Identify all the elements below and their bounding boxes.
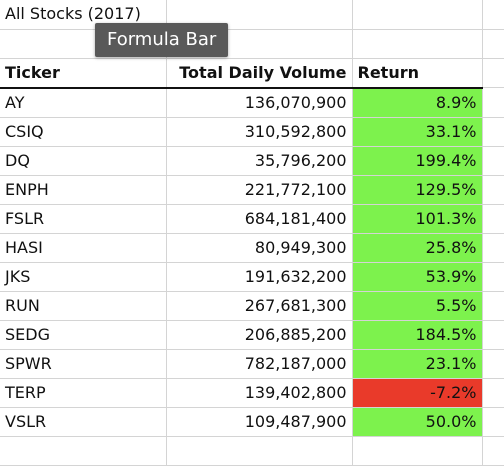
table-row: HASI 80,949,300 25.8% [0,233,504,263]
volume-cell[interactable]: 221,772,100 [166,175,353,205]
table-row: ENPH 221,772,100 129.5% [0,175,504,205]
title-row: All Stocks (2017) [0,0,504,30]
return-cell[interactable]: 50.0% [352,407,483,437]
empty-cell[interactable] [482,233,504,263]
ticker-cell[interactable]: SEDG [0,320,167,350]
ticker-cell[interactable]: AY [0,87,167,118]
volume-cell[interactable]: 136,070,900 [166,87,353,118]
volume-cell[interactable]: 782,187,000 [166,349,353,379]
volume-cell[interactable]: 267,681,300 [166,291,353,321]
return-cell[interactable]: 101.3% [352,204,483,234]
formula-bar-tooltip: Formula Bar [95,23,229,57]
empty-cell[interactable] [482,0,504,30]
ticker-cell[interactable]: RUN [0,291,167,321]
return-cell[interactable]: 33.1% [352,117,483,147]
ticker-cell[interactable]: HASI [0,233,167,263]
return-cell[interactable]: 129.5% [352,175,483,205]
title-cell[interactable]: All Stocks (2017) [0,0,167,30]
table-row: JKS 191,632,200 53.9% [0,262,504,292]
empty-cell[interactable] [352,436,483,466]
volume-cell[interactable]: 139,402,800 [166,378,353,408]
empty-cell[interactable] [482,407,504,437]
return-cell[interactable]: 5.5% [352,291,483,321]
table-row: FSLR 684,181,400 101.3% [0,204,504,234]
ticker-cell[interactable]: DQ [0,146,167,176]
ticker-cell[interactable]: CSIQ [0,117,167,147]
volume-cell[interactable]: 206,885,200 [166,320,353,350]
table-row: SEDG 206,885,200 184.5% [0,320,504,350]
ticker-cell[interactable]: SPWR [0,349,167,379]
return-cell[interactable]: 199.4% [352,146,483,176]
volume-cell[interactable]: 109,487,900 [166,407,353,437]
return-cell[interactable]: 184.5% [352,320,483,350]
volume-cell[interactable]: 35,796,200 [166,146,353,176]
volume-cell[interactable]: 684,181,400 [166,204,353,234]
return-cell[interactable]: 23.1% [352,349,483,379]
volume-header-cell[interactable]: Total Daily Volume [166,58,353,89]
empty-cell[interactable] [482,175,504,205]
empty-cell[interactable] [482,349,504,379]
empty-cell[interactable] [0,436,167,466]
volume-cell[interactable]: 191,632,200 [166,262,353,292]
header-row: Ticker Total Daily Volume Return [0,58,504,89]
table-row: RUN 267,681,300 5.5% [0,291,504,321]
volume-cell[interactable]: 310,592,800 [166,117,353,147]
ticker-cell[interactable]: TERP [0,378,167,408]
return-cell[interactable]: 8.9% [352,87,483,118]
empty-cell[interactable] [352,0,483,30]
empty-cell[interactable] [482,378,504,408]
table-row: SPWR 782,187,000 23.1% [0,349,504,379]
empty-cell[interactable] [482,204,504,234]
empty-cell[interactable] [482,262,504,292]
return-cell[interactable]: 25.8% [352,233,483,263]
ticker-header-cell[interactable]: Ticker [0,58,167,89]
ticker-cell[interactable]: VSLR [0,407,167,437]
ticker-cell[interactable]: FSLR [0,204,167,234]
table-row: VSLR 109,487,900 50.0% [0,407,504,437]
empty-cell[interactable] [352,29,483,59]
empty-cell[interactable] [482,320,504,350]
table-row: AY 136,070,900 8.9% [0,87,504,118]
blank-row [0,436,504,466]
table-row: TERP 139,402,800 -7.2% [0,378,504,408]
empty-cell[interactable] [482,291,504,321]
return-cell[interactable]: -7.2% [352,378,483,408]
empty-cell[interactable] [482,146,504,176]
empty-cell[interactable] [482,58,504,88]
return-cell[interactable]: 53.9% [352,262,483,292]
empty-cell[interactable] [482,29,504,59]
empty-cell[interactable] [482,117,504,147]
empty-cell[interactable] [482,436,504,466]
table-row: DQ 35,796,200 199.4% [0,146,504,176]
ticker-cell[interactable]: ENPH [0,175,167,205]
empty-cell[interactable] [166,436,353,466]
empty-cell[interactable] [482,87,504,118]
return-header-cell[interactable]: Return [352,58,483,89]
volume-cell[interactable]: 80,949,300 [166,233,353,263]
blank-row [0,29,504,59]
table-row: CSIQ 310,592,800 33.1% [0,117,504,147]
ticker-cell[interactable]: JKS [0,262,167,292]
